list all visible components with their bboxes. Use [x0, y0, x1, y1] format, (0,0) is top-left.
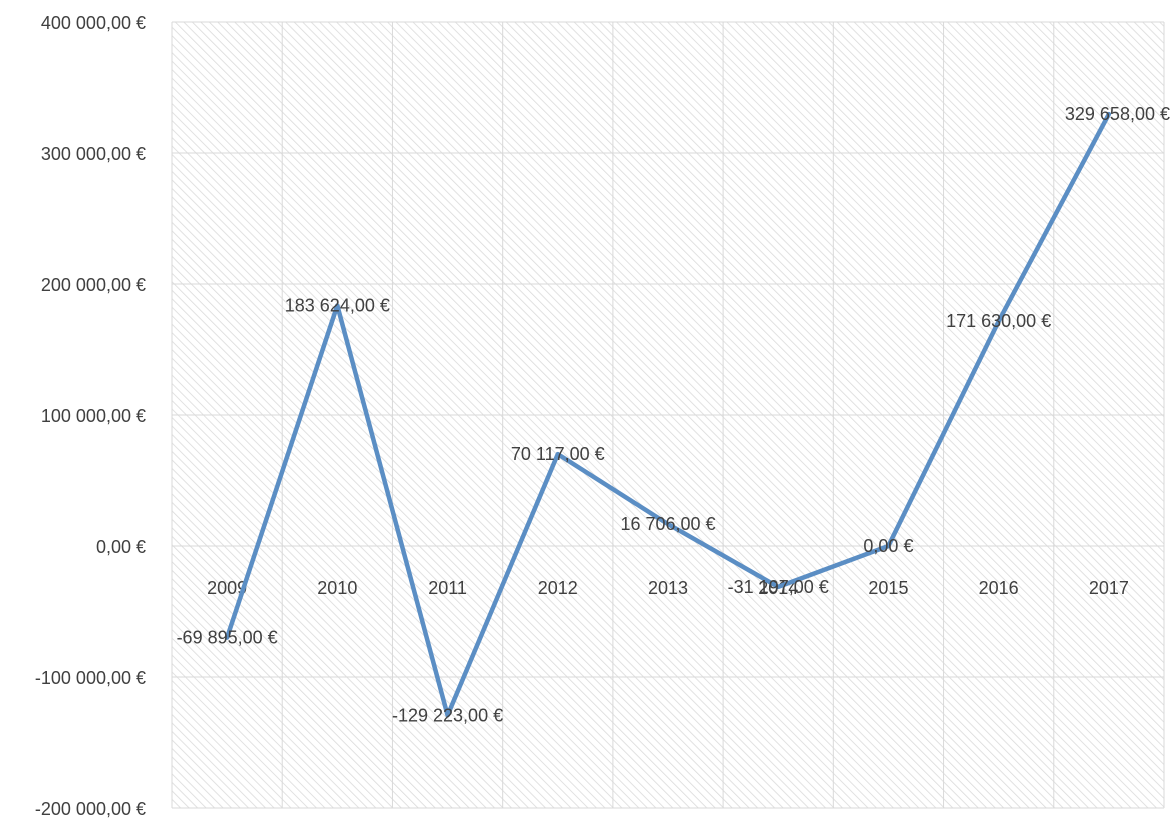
data-label: 70 117,00 € — [511, 444, 605, 464]
x-tick-label: 2013 — [648, 578, 688, 598]
y-tick-label: 200 000,00 € — [41, 275, 146, 295]
y-tick-label: 400 000,00 € — [41, 13, 146, 33]
data-label: 183 624,00 € — [285, 295, 390, 315]
y-tick-label: 100 000,00 € — [41, 406, 146, 426]
y-tick-label: -100 000,00 € — [35, 668, 146, 688]
x-axis: 2009 2010 2011 2012 2013 2014 2015 2016 2017 — [207, 578, 1129, 598]
data-labels-group: -69 895,00 € 183 624,00 € -129 223,00 € 70 … — [177, 104, 1170, 725]
x-tick-label: 2010 — [317, 578, 357, 598]
series-group — [224, 111, 1112, 718]
x-tick-label: 2017 — [1089, 578, 1129, 598]
data-label: 16 706,00 € — [620, 514, 715, 534]
data-label: 171 630,00 € — [946, 311, 1051, 331]
data-label: -69 895,00 € — [177, 628, 278, 648]
data-label: 329 658,00 € — [1065, 104, 1170, 124]
x-tick-label: 2011 — [428, 578, 467, 598]
series-line — [224, 111, 1112, 718]
data-label: 0,00 € — [863, 536, 913, 556]
x-tick-label: 2009 — [207, 578, 247, 598]
x-tick-label: 2016 — [979, 578, 1019, 598]
y-tick-label: 300 000,00 € — [41, 144, 146, 164]
y-tick-label: -200 000,00 € — [35, 799, 146, 819]
y-tick-label: 0,00 € — [96, 537, 146, 557]
data-label: -31 197,00 € — [728, 577, 829, 597]
gridlines — [171, 21, 1165, 809]
y-axis: -200 000,00 € -100 000,00 € 0,00 € 100 000,… — [35, 13, 146, 819]
x-tick-label: 2015 — [868, 578, 908, 598]
x-tick-label: 2012 — [538, 578, 578, 598]
data-label: -129 223,00 € — [392, 705, 503, 725]
